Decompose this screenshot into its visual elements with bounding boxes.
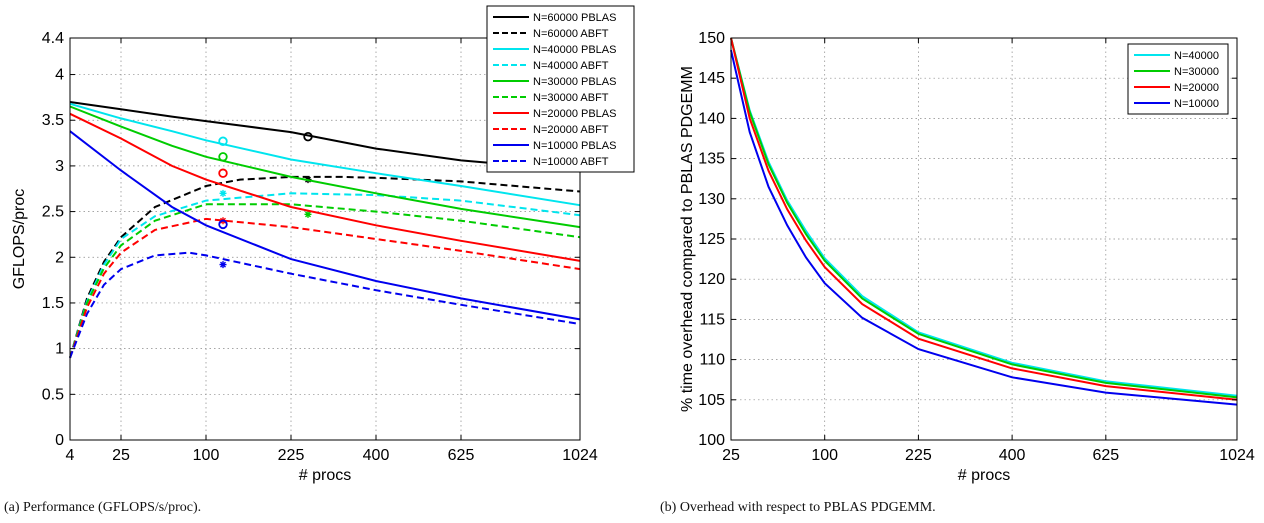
y-tick-label: 140 [698,110,725,127]
data-marker-circle [218,219,228,230]
series-line-2 [730,37,1238,399]
series-line-7 [69,112,581,262]
x-tick-label: 225 [278,447,305,464]
y-tick-label: 100 [698,432,725,449]
y-tick-label: 145 [698,70,725,87]
y-axis-label: GFLOPS/proc [11,189,28,289]
x-tick-label: 100 [811,447,838,464]
y-tick-label: 0.5 [42,386,64,403]
x-tick-label: 225 [905,447,932,464]
x-axis-label: # procs [299,467,351,484]
y-tick-label: 1 [55,341,64,358]
y-tick-label: 3.5 [42,112,64,129]
legend-label: N=10000 [1174,98,1219,110]
y-axis-label: % time overhead compared to PBLAS PDGEMM [679,66,696,412]
legend-label: N=20000 PBLAS [533,108,616,120]
legend-label: N=40000 PBLAS [533,44,616,56]
x-tick-label: 1024 [562,447,598,464]
x-tick-label: 4 [66,447,75,464]
x-tick-label: 100 [193,447,220,464]
x-tick-label: 25 [722,447,740,464]
legend-label: N=40000 ABFT [533,60,609,72]
y-tick-label: 105 [698,392,725,409]
data-marker-circle [303,131,313,142]
legend-label: N=60000 PBLAS [533,12,616,24]
legend: N=60000 PBLAS N=60000 ABFT N=40000 PBLAS N=… [486,5,635,173]
legend-label: N=20000 ABFT [533,124,609,136]
series-line-3 [69,102,581,207]
x-tick-label: 625 [1092,447,1119,464]
x-tick-label: 25 [112,447,130,464]
series-line-10 [69,251,581,359]
legend-label: N=30000 ABFT [533,92,609,104]
series-line-9 [69,130,581,321]
data-marker-circle [218,152,228,162]
y-tick-label: 115 [699,311,725,328]
y-tick-label: 130 [698,191,725,208]
legend-label: N=40000 [1174,50,1219,62]
legend-label: N=20000 [1174,82,1219,94]
data-marker-circle [218,136,228,146]
data-marker-star [219,189,227,197]
x-axis-label: # procs [958,467,1010,484]
legend-label: N=10000 ABFT [533,156,609,168]
series-line-4 [730,49,1238,406]
x-tick-label: 400 [999,447,1026,464]
y-tick-label: 150 [698,30,725,47]
data-marker-circle [218,168,228,178]
legend-label: N=30000 PBLAS [533,76,616,88]
series-line-1 [69,101,581,172]
y-tick-label: 125 [698,231,725,248]
y-tick-label: 120 [698,271,725,288]
series-line-5 [69,105,581,229]
series-line-8 [69,217,581,359]
y-tick-label: 2 [55,249,64,266]
legend-label: N=30000 [1174,66,1219,78]
y-tick-label: 3 [55,158,64,175]
x-tick-label: 1024 [1219,447,1255,464]
x-tick-label: 625 [448,447,475,464]
y-tick-label: 1.5 [42,295,64,312]
y-tick-label: 110 [699,352,725,369]
y-tick-label: 0 [55,432,64,449]
legend: N=40000 N=30000 N=20000 N=10000 [1127,43,1229,115]
data-marker-star [219,261,227,269]
y-tick-label: 4.4 [42,30,64,47]
legend-label: N=60000 ABFT [533,28,609,40]
data-marker-star [304,210,312,218]
legend-label: N=10000 PBLAS [533,140,616,152]
caption-b: (b) Overhead with respect to PBLAS PDGEM… [660,500,936,515]
y-tick-label: 135 [698,151,725,168]
plot-frame [69,37,581,441]
series-line-3 [730,37,1238,401]
chart-a: 4 25 100 225 400 625 1024 0 0.5 1 1.5 2 2.5 3 3.5 4 4.4 #… [11,5,635,484]
x-tick-label: 400 [363,447,390,464]
caption-a: (a) Performance (GFLOPS/s/proc). [4,500,202,515]
chart-b: 25 100 225 400 625 10241001051101151201251301… [679,30,1255,484]
series-line-4 [69,192,581,359]
y-tick-label: 4 [55,67,64,84]
y-tick-label: 2.5 [42,204,64,221]
